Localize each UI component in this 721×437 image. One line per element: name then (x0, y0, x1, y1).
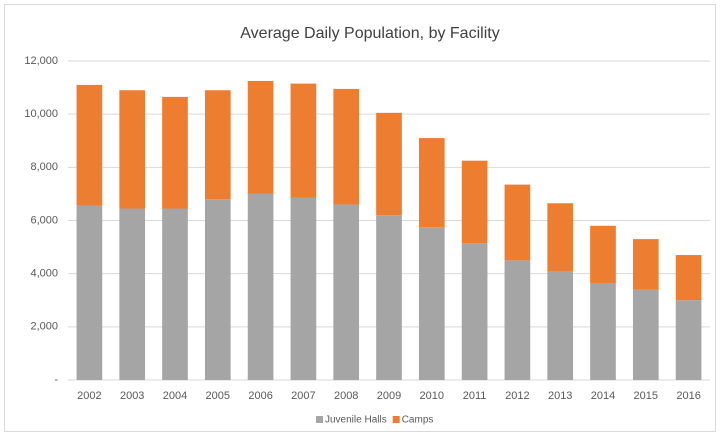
x-tick-label: 2010 (420, 390, 444, 402)
bar-segment (333, 88, 360, 205)
x-tick-label: 2016 (676, 390, 700, 402)
x-tick-label: 2012 (505, 390, 529, 402)
bar-segment (547, 203, 574, 272)
y-tick-label: 4,000 (30, 268, 58, 280)
legend-swatch (316, 416, 323, 423)
x-tick-label: 2003 (120, 390, 144, 402)
bar-segment (333, 204, 360, 380)
x-tick-label: 2008 (334, 390, 358, 402)
x-tick-label: 2002 (77, 390, 101, 402)
bar-segment (590, 282, 616, 380)
bar-segment (76, 84, 103, 206)
bar-segment (461, 243, 488, 380)
bar-segment (376, 112, 402, 216)
x-tick-label: 2005 (206, 390, 230, 402)
bar-segment (162, 96, 188, 209)
legend-label: Juvenile Halls (325, 415, 387, 426)
bar-segment (247, 193, 274, 380)
y-tick-label: 12,000 (24, 55, 58, 67)
bar-segment (504, 184, 531, 261)
bar-segment (119, 208, 146, 380)
bar-segment (376, 215, 402, 380)
bar-segment (162, 208, 188, 380)
legend-swatch (392, 416, 400, 423)
bar-segment (247, 80, 274, 194)
legend-label: Camps (402, 415, 434, 426)
x-tick-label: 2013 (548, 390, 572, 402)
x-tick-label: 2007 (291, 390, 315, 402)
bar-segment (418, 138, 445, 228)
bar-segment (290, 197, 317, 380)
bar-segment (418, 227, 445, 380)
bar-segment (290, 83, 317, 198)
chart-title: Average Daily Population, by Facility (240, 25, 499, 42)
x-tick-label: 2009 (377, 390, 401, 402)
x-tick-label: 2015 (634, 390, 658, 402)
x-tick-label: 2006 (248, 390, 272, 402)
y-tick-label: 6,000 (30, 214, 58, 226)
x-tick-label: 2011 (463, 390, 487, 402)
bar-segment (76, 205, 103, 380)
bar-segment (632, 239, 659, 290)
bar-segment (119, 90, 146, 209)
bar-segment (675, 255, 702, 301)
bar-segment (504, 260, 531, 380)
y-tick-label: - (54, 374, 58, 386)
y-tick-label: 8,000 (30, 161, 58, 173)
bar-segment (204, 199, 231, 380)
y-tick-label: 2,000 (30, 321, 58, 333)
bar-segment (547, 271, 574, 380)
bar-segment (590, 225, 616, 283)
x-tick-label: 2014 (591, 390, 615, 402)
bar-segment (204, 90, 231, 200)
bar-segment (461, 160, 488, 244)
bar-segment (632, 289, 659, 380)
y-tick-label: 10,000 (24, 108, 58, 120)
bar-segment (675, 300, 702, 380)
x-tick-label: 2004 (163, 390, 187, 402)
